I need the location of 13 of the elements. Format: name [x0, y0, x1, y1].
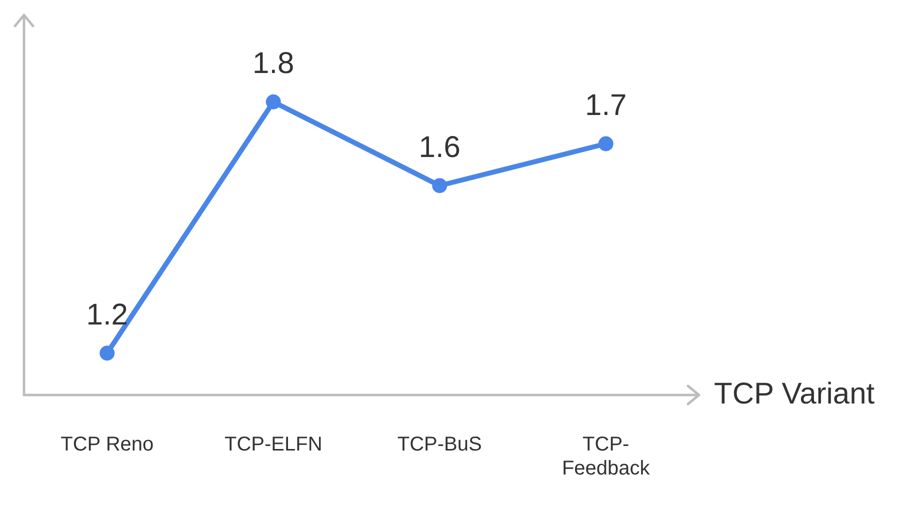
- point: [598, 136, 614, 152]
- point: [100, 346, 115, 361]
- point: [432, 178, 448, 194]
- x-tick-label: TCP-BuS: [397, 434, 482, 456]
- point: [266, 94, 281, 110]
- x-axis-title: TCP Variant: [714, 377, 876, 410]
- x-tick-label: TCP-ELFN: [224, 434, 322, 456]
- data-label: 1.7: [585, 89, 627, 122]
- data-label: 1.8: [252, 47, 294, 80]
- data-label: 1.2: [86, 298, 128, 332]
- x-tick-label: TCP-Feedback: [562, 434, 651, 480]
- data-label: 1.6: [418, 130, 460, 164]
- x-tick-label: TCP Reno: [60, 434, 154, 456]
